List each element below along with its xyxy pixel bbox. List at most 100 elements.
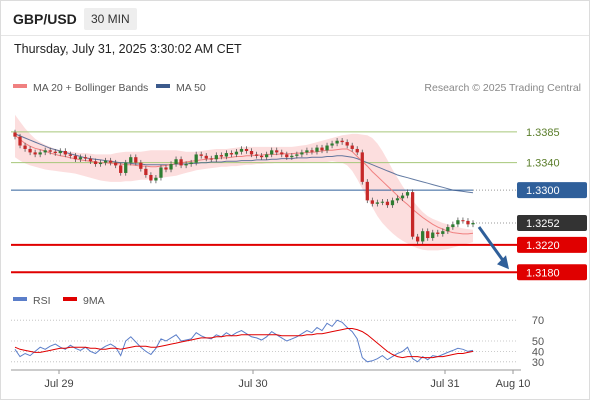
- support-tag-1.3180: [517, 264, 587, 281]
- candle-body: [164, 167, 168, 170]
- candle: [320, 144, 324, 154]
- candle: [23, 142, 27, 152]
- candle: [350, 142, 354, 152]
- candle: [280, 149, 284, 158]
- candle-body: [124, 162, 128, 173]
- candle-body: [234, 151, 239, 155]
- candle: [129, 154, 133, 166]
- candle-body: [340, 140, 344, 143]
- candle-body: [204, 155, 208, 159]
- ma20-legend-swatch: [13, 84, 27, 88]
- candle: [244, 146, 249, 154]
- bollinger-bands: [15, 114, 473, 251]
- candle-body: [139, 162, 143, 169]
- candle-body: [330, 143, 334, 146]
- rsi-9ma-legend-label: 9MA: [83, 295, 105, 307]
- candle: [265, 151, 269, 160]
- candle: [421, 228, 425, 245]
- candle-body: [370, 200, 374, 204]
- candle-body: [129, 157, 133, 163]
- candle-body: [471, 222, 475, 225]
- candle-body: [345, 142, 349, 146]
- candle: [426, 228, 430, 241]
- candle-body: [219, 155, 223, 157]
- candle: [119, 162, 123, 176]
- price-legend: MA 20 + Bollinger Bands MA 50 Research ©…: [13, 82, 581, 94]
- candle-body: [466, 220, 470, 225]
- candle: [315, 144, 319, 155]
- rsi-9ma-legend-swatch: [63, 297, 77, 301]
- candle-body: [48, 150, 52, 152]
- rsi-tick-50: 50: [532, 336, 544, 348]
- candle: [395, 195, 400, 204]
- candle: [285, 151, 289, 160]
- candle: [239, 146, 244, 155]
- candle-body: [249, 151, 254, 155]
- candle-body: [365, 181, 369, 201]
- candle: [214, 152, 218, 162]
- candle-body: [103, 160, 108, 163]
- candle-body: [43, 150, 47, 153]
- candle-body: [405, 192, 410, 196]
- forecast-arrow-shaft: [477, 226, 507, 265]
- candle: [209, 155, 213, 162]
- candle-body: [144, 168, 148, 175]
- x-tick-label: Jul 30: [238, 378, 267, 390]
- candle: [98, 159, 103, 167]
- candle: [169, 161, 173, 173]
- candle-body: [350, 145, 354, 149]
- candle: [305, 147, 309, 156]
- candle: [259, 153, 264, 160]
- candle-body: [38, 152, 42, 155]
- candle-body: [108, 160, 113, 163]
- candle-body: [410, 192, 415, 237]
- candle-body: [325, 145, 329, 151]
- candle: [375, 199, 380, 207]
- candle-body: [23, 145, 27, 149]
- candle-body: [320, 147, 324, 151]
- level-tags: 1.3385 1.3340 1.3300 1.3252 1.3220 1.3180: [517, 127, 587, 281]
- candle-body: [73, 155, 78, 160]
- ma20-line: [14, 134, 474, 235]
- candle: [365, 179, 369, 204]
- candle-body: [385, 201, 390, 206]
- timeframe-button[interactable]: 30 MIN: [84, 8, 137, 30]
- candle-body: [436, 232, 440, 234]
- candle-body: [375, 202, 380, 204]
- candle: [219, 152, 223, 160]
- candle-body: [229, 153, 234, 155]
- candle-body: [355, 148, 359, 153]
- candle: [416, 233, 420, 245]
- candle-body: [169, 164, 173, 170]
- candle-body: [300, 152, 304, 155]
- candle: [360, 149, 364, 185]
- candle: [436, 229, 440, 237]
- support-tag-1.3220: [517, 236, 587, 253]
- candle: [400, 192, 405, 202]
- candle-body: [83, 157, 88, 159]
- candle-body: [254, 154, 259, 156]
- candle-body: [13, 132, 17, 137]
- resistance-label-1.3385: 1.3385: [526, 127, 560, 139]
- candle: [179, 156, 183, 169]
- x-tick-label: Jul 31: [430, 378, 459, 390]
- candle: [174, 156, 178, 167]
- rsi-legend-label: RSI: [33, 295, 51, 307]
- candle: [390, 197, 395, 208]
- candle-body: [461, 220, 465, 222]
- candle-body: [431, 232, 435, 239]
- candle: [33, 149, 37, 158]
- current-price-label: 1.3252: [526, 218, 560, 230]
- candle-body: [58, 151, 62, 154]
- candle-body: [93, 161, 98, 165]
- candle: [134, 154, 138, 166]
- candle: [83, 154, 88, 162]
- x-tick-label: Jul 29: [44, 378, 73, 390]
- candle: [410, 189, 415, 240]
- ma50-legend-label: MA 50: [176, 82, 206, 94]
- candle: [461, 217, 465, 224]
- candle: [43, 147, 47, 156]
- candle-body: [451, 224, 455, 228]
- candle-body: [446, 227, 450, 232]
- candle: [295, 151, 299, 159]
